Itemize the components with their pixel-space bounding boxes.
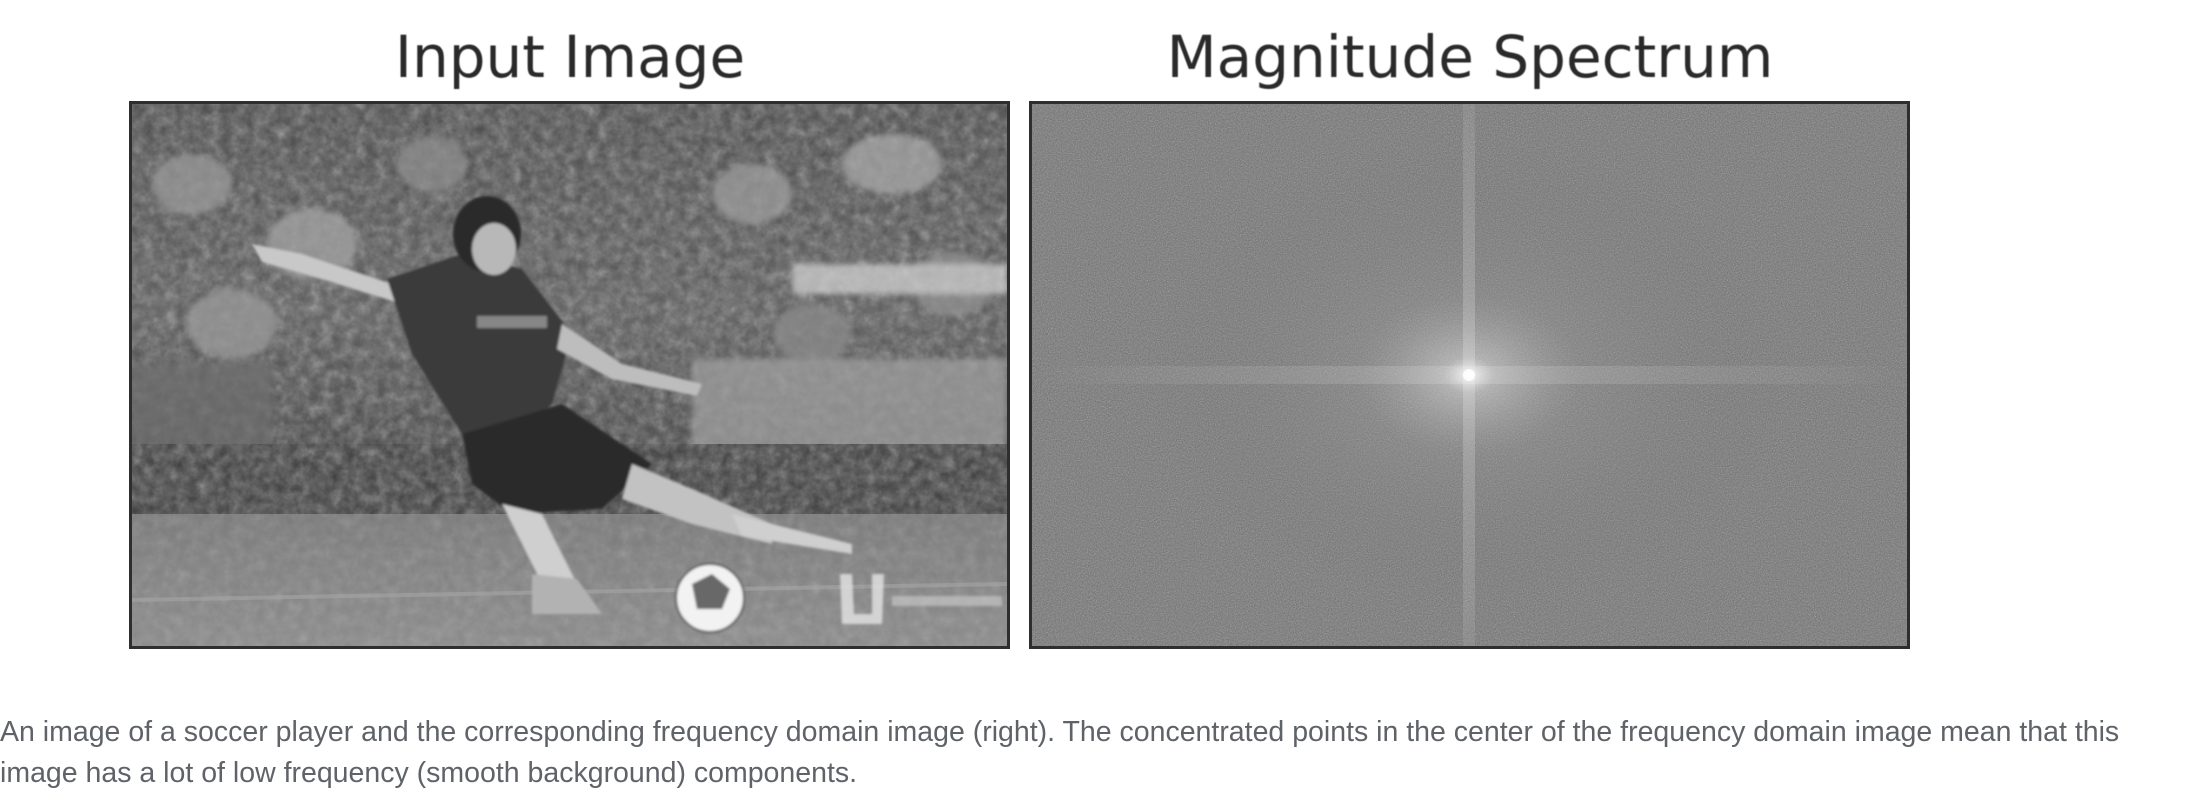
magnitude-spectrum-title: Magnitude Spectrum: [1166, 23, 1774, 91]
figure: Input Image Magnitude Spectrum: [129, 23, 1910, 649]
frequency-spectrum-image: [1032, 104, 1907, 646]
input-image: [129, 101, 1010, 649]
magnitude-spectrum-image: [1029, 101, 1910, 649]
input-image-title: Input Image: [394, 23, 746, 91]
soccer-player-photo: [132, 104, 1007, 646]
figure-caption: An image of a soccer player and the corr…: [0, 716, 2120, 789]
